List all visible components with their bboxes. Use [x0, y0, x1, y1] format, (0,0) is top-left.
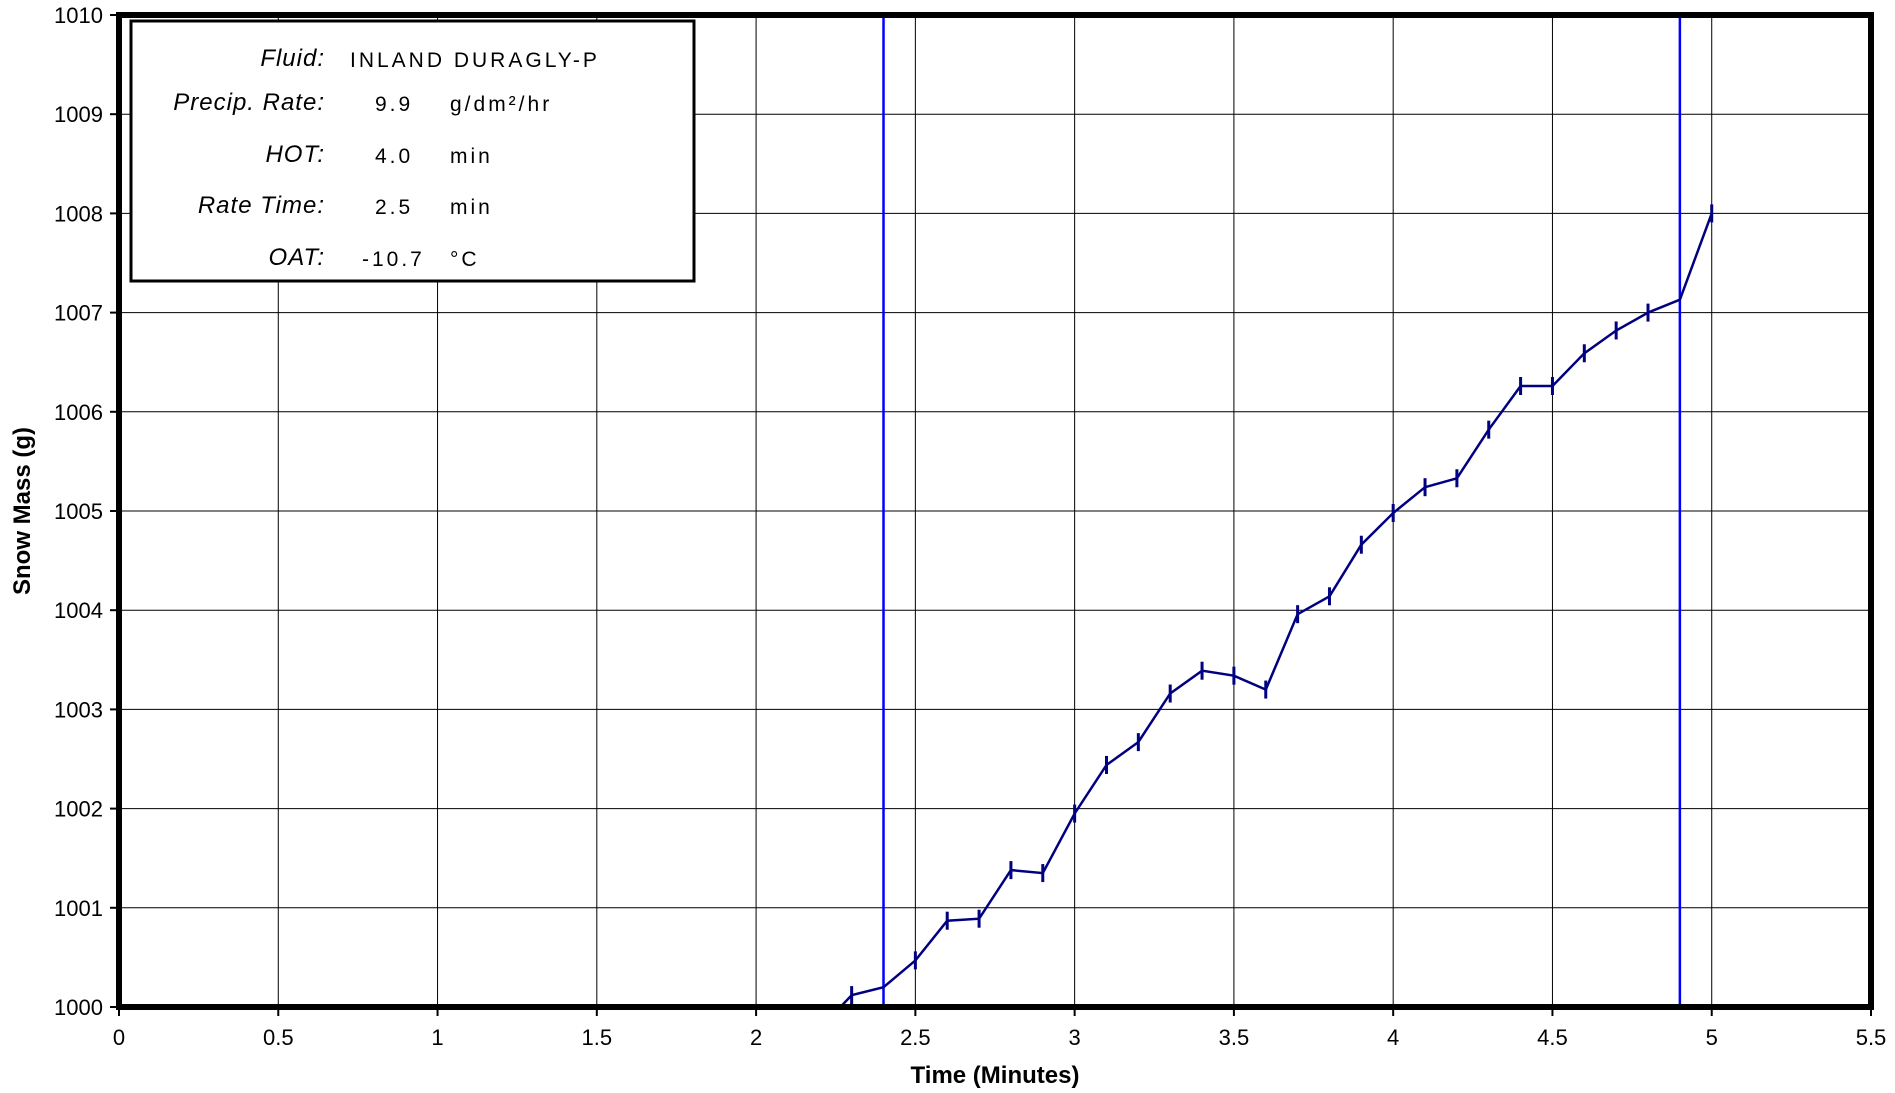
info-value-oat: -10.7 — [362, 248, 425, 271]
y-tick-label: 1000 — [54, 995, 103, 1020]
y-tick-label: 1004 — [54, 598, 103, 623]
info-unit-precip-rate: g/dm²/hr — [450, 93, 552, 116]
info-value-fluid: INLAND DURAGLY-P — [350, 49, 600, 72]
x-axis-title: Time (Minutes) — [911, 1062, 1080, 1089]
info-label-rate-time: Rate Time: — [198, 192, 325, 219]
rate-time-markers — [882, 15, 1682, 1007]
series-group — [838, 204, 1714, 1007]
y-tick-label: 1003 — [54, 697, 103, 722]
y-axis-ticks: 1000 1001 1002 1003 1004 1005 1006 1007 1008 1009… — [54, 3, 119, 1020]
info-label-hot: HOT: — [265, 141, 325, 168]
x-tick-label: 0 — [113, 1025, 125, 1050]
y-tick-label: 1008 — [54, 201, 103, 226]
x-tick-label: 3.5 — [1219, 1025, 1250, 1050]
y-tick-label: 1006 — [54, 400, 103, 425]
info-value-precip-rate: 9.9 — [375, 93, 413, 116]
info-value-hot: 4.0 — [375, 145, 413, 168]
x-tick-label: 2 — [750, 1025, 762, 1050]
x-tick-label: 4.5 — [1537, 1025, 1568, 1050]
info-label-oat: OAT: — [269, 244, 325, 271]
x-axis-ticks: 0 0.5 1 1.5 2 2.5 3 3.5 4 4.5 5 5.5 — [113, 1007, 1886, 1050]
test-info-box: Fluid: INLAND DURAGLY-P Precip. Rate: 9.… — [129, 19, 696, 283]
y-tick-label: 1005 — [54, 499, 103, 524]
x-tick-label: 0.5 — [263, 1025, 294, 1050]
info-label-fluid: Fluid: — [260, 45, 325, 72]
y-tick-label: 1007 — [54, 301, 103, 326]
y-tick-label: 1001 — [54, 896, 103, 921]
x-tick-label: 3 — [1069, 1025, 1081, 1050]
x-tick-label: 5.5 — [1856, 1025, 1887, 1050]
y-tick-label: 1002 — [54, 797, 103, 822]
info-label-precip-rate: Precip. Rate: — [173, 89, 325, 116]
x-tick-label: 1.5 — [582, 1025, 613, 1050]
data-series — [838, 204, 1714, 1007]
x-tick-label: 4 — [1387, 1025, 1399, 1050]
y-tick-label: 1010 — [54, 3, 103, 28]
x-tick-label: 2.5 — [900, 1025, 931, 1050]
info-value-rate-time: 2.5 — [375, 196, 413, 219]
info-unit-rate-time: min — [450, 196, 493, 219]
y-tick-label: 1009 — [54, 102, 103, 127]
x-tick-label: 5 — [1706, 1025, 1718, 1050]
info-unit-hot: min — [450, 145, 493, 168]
x-tick-label: 1 — [431, 1025, 443, 1050]
y-axis-title: Snow Mass (g) — [9, 427, 36, 595]
info-unit-oat: °C — [450, 248, 480, 271]
